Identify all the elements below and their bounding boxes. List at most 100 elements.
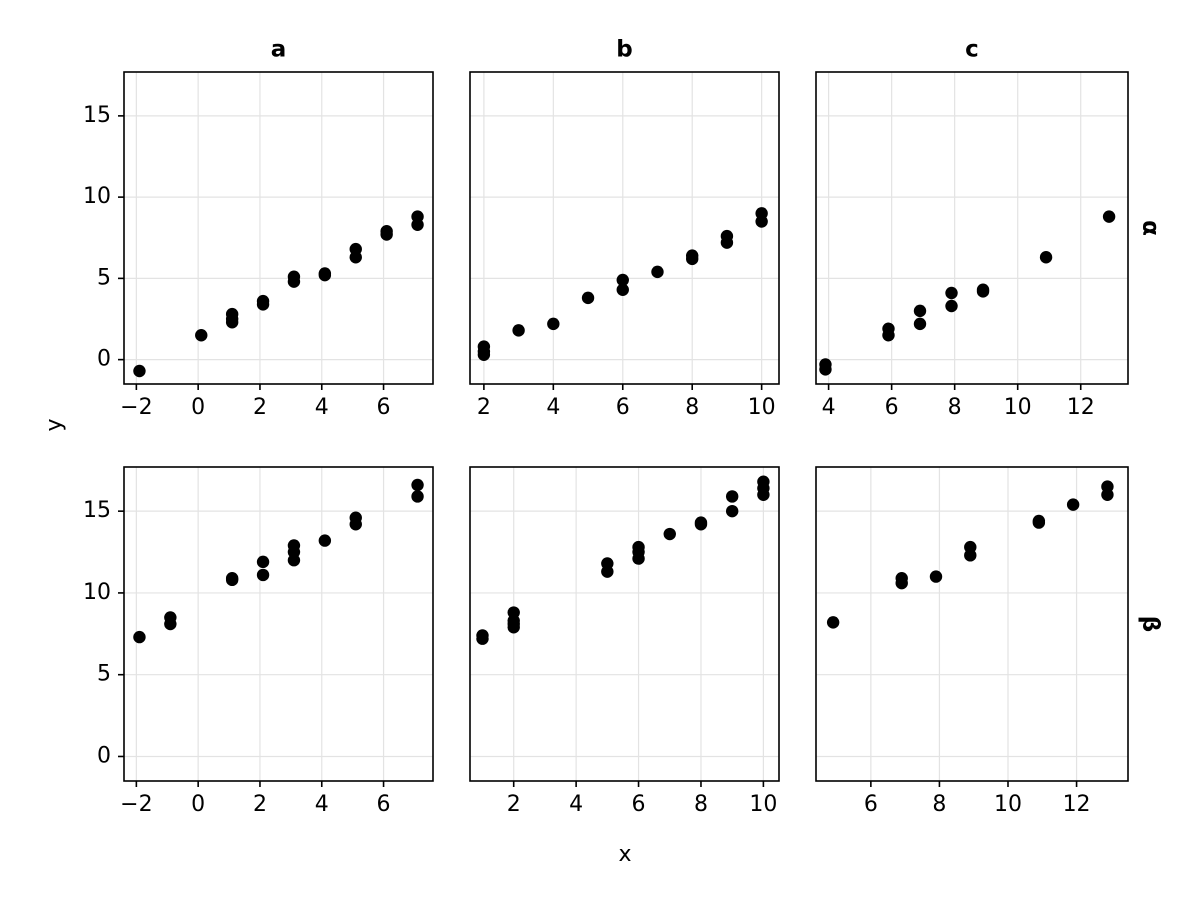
data-point <box>1039 251 1053 264</box>
data-point <box>225 307 239 321</box>
data-point <box>1102 210 1116 223</box>
data-point <box>725 490 739 503</box>
panel-frame <box>469 71 780 385</box>
x-tick-label: 10 <box>749 792 777 817</box>
data-point <box>256 555 270 569</box>
column-title-a: a <box>271 37 287 63</box>
panel-alpha-c: 4 6 8 10 12 <box>815 71 1129 420</box>
data-point <box>945 299 958 313</box>
panel-frame <box>815 466 1129 782</box>
x-tick-label: 10 <box>1004 395 1032 420</box>
panel-alpha-b: 2 4 6 8 10 <box>469 71 780 420</box>
facet-panels: a b c α β −2 0 2 4 6 0 5 10 15 2 4 6 8 10 4 6 8 10 12 −2 0 2 4 6 0 5 10… <box>83 37 1164 818</box>
y-tick-label: 15 <box>83 103 111 128</box>
data-point <box>133 630 146 644</box>
panel-frame <box>469 466 780 782</box>
x-tick-label: 6 <box>885 395 899 420</box>
data-point <box>476 629 489 642</box>
data-point <box>256 294 270 308</box>
column-title-c: c <box>965 37 979 63</box>
row-label-alpha: α <box>1138 220 1164 236</box>
data-point <box>1032 514 1046 528</box>
data-point <box>1101 480 1114 493</box>
x-tick-label: −2 <box>120 792 152 817</box>
panel-frame <box>123 71 434 385</box>
data-point <box>725 504 739 518</box>
data-point <box>882 322 895 335</box>
data-point <box>318 267 332 280</box>
column-title-b: b <box>616 37 632 63</box>
data-point <box>477 340 491 353</box>
data-point <box>755 207 768 220</box>
panel-beta-c: 6 8 10 12 <box>815 466 1129 817</box>
x-tick-label: 0 <box>191 395 205 420</box>
data-point <box>547 317 560 331</box>
y-tick-label: 10 <box>83 184 111 209</box>
x-tick-label: 8 <box>685 395 699 420</box>
y-tick-label: 5 <box>97 265 111 290</box>
y-tick-label: 10 <box>83 580 111 605</box>
x-tick-label: 12 <box>1063 792 1091 817</box>
data-point <box>411 490 424 503</box>
data-point <box>720 229 734 243</box>
data-point <box>663 527 676 541</box>
panel-frame <box>815 71 1129 385</box>
data-point <box>819 358 832 371</box>
data-point <box>757 475 770 488</box>
x-tick-label: 4 <box>546 395 560 420</box>
x-tick-label: 10 <box>748 395 776 420</box>
x-tick-label: 4 <box>822 395 836 420</box>
x-tick-label: 6 <box>377 395 391 420</box>
data-point <box>380 225 393 238</box>
y-tick-label: 5 <box>97 662 111 687</box>
x-tick-label: 6 <box>616 395 630 420</box>
panel-beta-a: −2 0 2 4 6 0 5 10 15 <box>83 466 434 817</box>
x-tick-label: −2 <box>120 395 152 420</box>
y-tick-label: 0 <box>97 347 111 372</box>
x-tick-label: 4 <box>569 792 583 817</box>
data-point <box>945 286 958 300</box>
x-tick-label: 8 <box>932 792 946 817</box>
x-tick-label: 6 <box>864 792 878 817</box>
x-tick-label: 4 <box>315 395 329 420</box>
x-tick-label: 10 <box>994 792 1022 817</box>
data-point <box>913 317 927 331</box>
y-tick-label: 0 <box>97 743 111 768</box>
x-tick-label: 6 <box>632 792 646 817</box>
y-axis-title: y <box>42 418 67 431</box>
x-tick-label: 2 <box>477 395 491 420</box>
data-point <box>287 539 301 552</box>
data-point <box>411 210 424 223</box>
data-point <box>133 364 146 378</box>
data-point <box>694 516 708 529</box>
panel-frame <box>123 466 434 782</box>
data-point <box>929 570 943 583</box>
data-point <box>225 572 239 585</box>
data-point <box>601 557 614 570</box>
x-tick-label: 2 <box>253 792 267 817</box>
panel-alpha-a: −2 0 2 4 6 0 5 10 15 <box>83 71 434 420</box>
data-point <box>913 304 927 318</box>
data-point <box>507 606 520 619</box>
data-point <box>616 283 629 296</box>
data-point <box>632 540 645 554</box>
data-point <box>964 540 977 554</box>
data-point <box>976 283 990 296</box>
row-label-beta: β <box>1138 616 1164 632</box>
x-tick-label: 8 <box>694 792 708 817</box>
x-tick-label: 2 <box>507 792 521 817</box>
data-point <box>826 616 840 629</box>
x-tick-label: 0 <box>191 792 205 817</box>
x-tick-label: 6 <box>377 792 391 817</box>
data-point <box>895 572 908 585</box>
data-point <box>195 329 208 342</box>
data-point <box>616 273 629 287</box>
data-point <box>1066 498 1080 511</box>
x-tick-label: 8 <box>948 395 962 420</box>
data-point <box>686 249 699 262</box>
data-point <box>581 291 595 305</box>
x-axis-title: x <box>618 842 631 867</box>
data-point <box>512 324 525 337</box>
data-point <box>651 265 664 279</box>
